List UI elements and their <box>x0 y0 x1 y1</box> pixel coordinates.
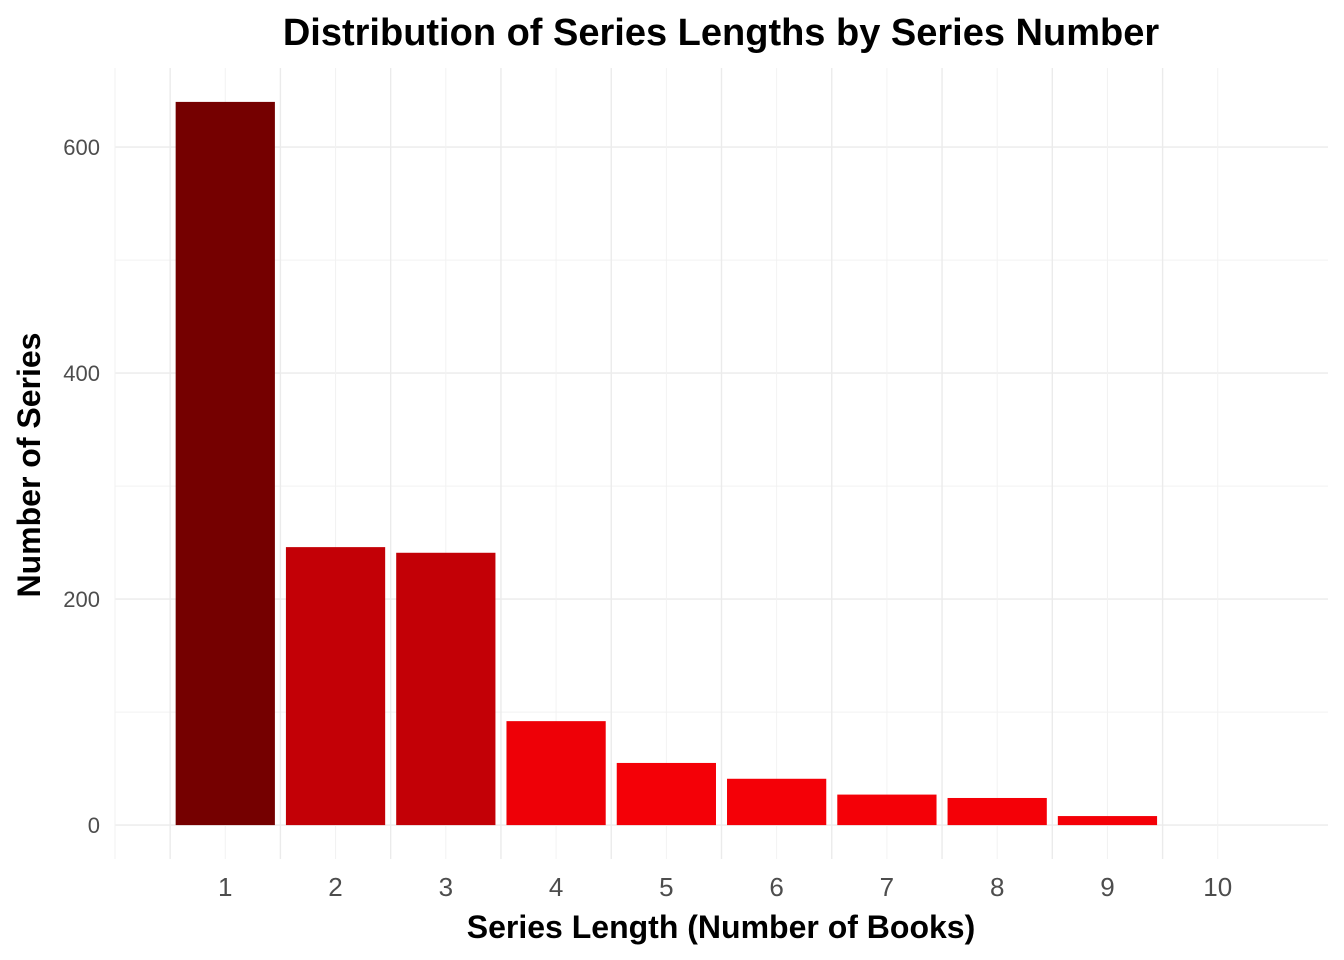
x-axis-title: Series Length (Number of Books) <box>467 909 976 945</box>
x-tick-label: 10 <box>1203 872 1232 902</box>
y-tick-label: 400 <box>63 361 100 386</box>
y-axis-ticks: 0 200 400 600 <box>63 135 100 838</box>
bar-1 <box>175 101 275 826</box>
y-axis-title: Number of Series <box>11 333 47 598</box>
x-tick-label: 6 <box>769 872 783 902</box>
grid <box>114 68 1328 859</box>
bar-7 <box>837 794 937 826</box>
x-tick-label: 1 <box>218 872 232 902</box>
x-tick-label: 7 <box>880 872 894 902</box>
bar-2 <box>285 547 386 826</box>
x-tick-label: 9 <box>1100 872 1114 902</box>
chart-title: Distribution of Series Lengths by Series… <box>283 12 1159 54</box>
x-tick-label: 8 <box>990 872 1004 902</box>
x-tick-label: 3 <box>439 872 453 902</box>
bars <box>175 101 1158 826</box>
bar-3 <box>396 552 496 826</box>
y-tick-label: 200 <box>63 587 100 612</box>
bar-6 <box>727 778 827 826</box>
bar-8 <box>947 797 1047 826</box>
bar-9 <box>1057 816 1158 826</box>
y-tick-label: 600 <box>63 135 100 160</box>
x-axis-ticks: 1 2 3 4 5 6 7 8 9 10 <box>218 872 1232 902</box>
x-tick-label: 5 <box>659 872 673 902</box>
x-tick-label: 2 <box>328 872 342 902</box>
bar-4 <box>506 721 606 826</box>
y-tick-label: 0 <box>88 813 100 838</box>
x-tick-label: 4 <box>549 872 563 902</box>
bar-5 <box>616 762 716 826</box>
